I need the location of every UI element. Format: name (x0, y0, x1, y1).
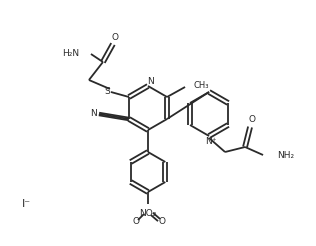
Text: N⁺: N⁺ (205, 138, 217, 147)
Text: O: O (159, 217, 166, 227)
Text: O: O (249, 116, 256, 124)
Text: O: O (112, 32, 118, 42)
Text: NH₂: NH₂ (277, 151, 294, 159)
Text: CH₃: CH₃ (193, 80, 209, 90)
Text: S: S (104, 88, 110, 96)
Text: O: O (132, 217, 139, 227)
Text: N: N (148, 77, 155, 87)
Text: H₂N: H₂N (62, 49, 79, 59)
Text: NO₂: NO₂ (139, 209, 157, 217)
Text: I⁻: I⁻ (22, 199, 31, 209)
Text: N: N (91, 108, 97, 118)
